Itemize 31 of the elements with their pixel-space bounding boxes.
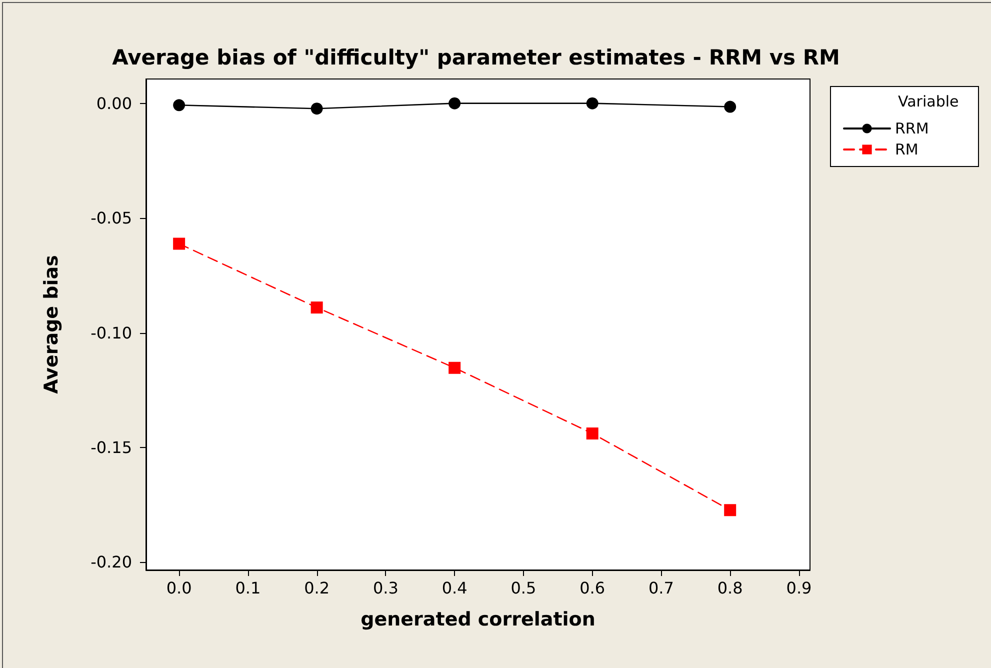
x-tick-label: 0.3 [372, 578, 398, 598]
x-tick-label: 0.5 [510, 578, 536, 598]
chart-title: Average bias of "difficulty" parameter estimates - RRM vs RM [112, 46, 840, 70]
point [586, 427, 598, 440]
point [173, 238, 186, 250]
point [724, 100, 736, 113]
x-tick-label: 0.6 [580, 578, 606, 598]
y-tick-label: -0.15 [90, 438, 132, 457]
x-tick-label: 0.2 [304, 578, 330, 598]
x-tick-label: 0.0 [166, 578, 192, 598]
x-tick-label: 0.8 [717, 578, 743, 598]
point [448, 362, 461, 374]
x-tick-label: 0.4 [442, 578, 468, 598]
x-tick-label: 0.9 [786, 578, 812, 598]
legend-title: Variable [898, 92, 959, 110]
legend-label: RRM [895, 120, 929, 138]
point [724, 504, 736, 516]
y-tick-label: 0.00 [96, 94, 132, 113]
x-tick-label: 0.1 [235, 578, 261, 598]
point [173, 99, 186, 112]
y-axis-title: Average bias [40, 255, 62, 394]
legend-label: RM [895, 140, 918, 158]
y-tick-label: -0.05 [90, 208, 132, 228]
point [448, 97, 461, 110]
point [310, 302, 323, 314]
point [310, 102, 323, 115]
y-tick-label: -0.10 [90, 323, 132, 342]
y-tick-label: -0.20 [90, 552, 132, 572]
x-tick-label: 0.7 [648, 578, 674, 598]
x-axis-title: generated correlation [360, 608, 596, 630]
point [586, 97, 598, 110]
